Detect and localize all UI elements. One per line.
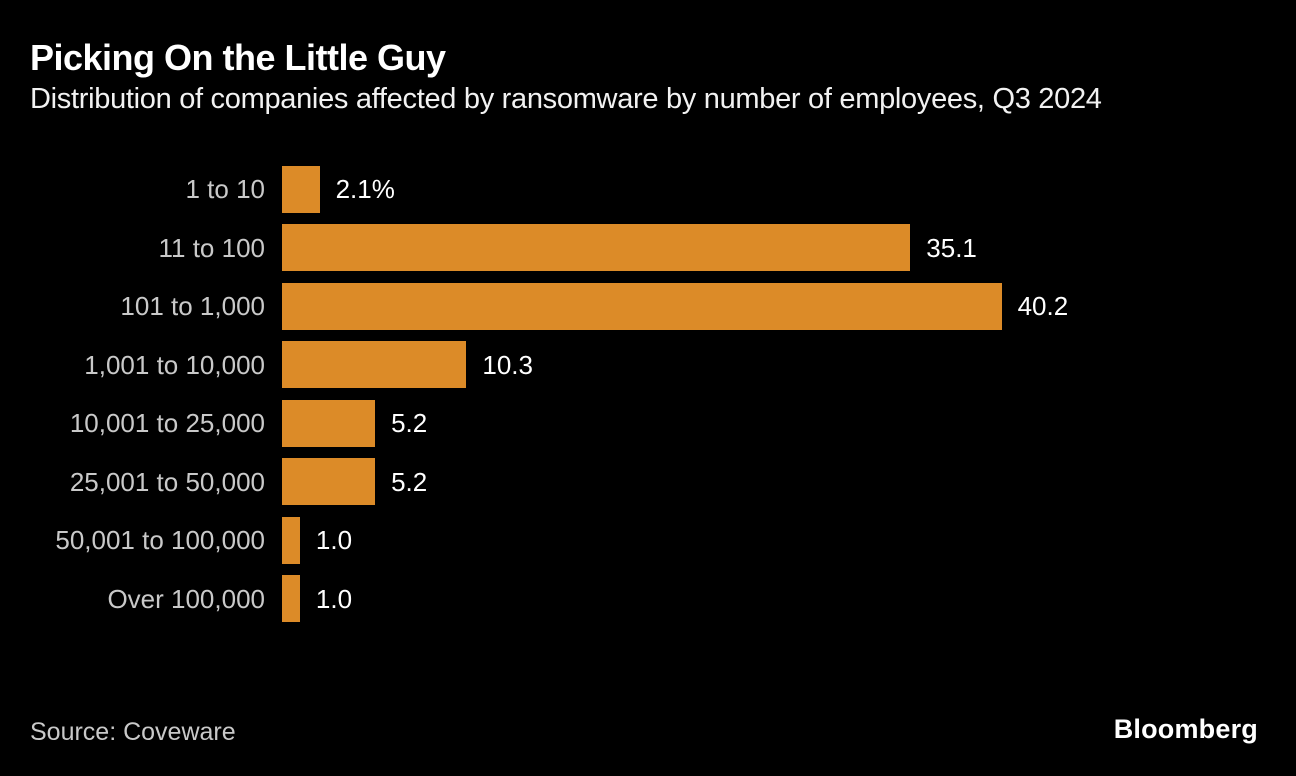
chart-subtitle: Distribution of companies affected by ra…: [30, 83, 1102, 115]
chart-row: 25,001 to 50,000 5.2: [0, 453, 1296, 512]
chart-row: 11 to 100 35.1: [0, 219, 1296, 278]
value-label: 40.2: [1017, 291, 1069, 322]
value-label: 5.2: [391, 466, 428, 497]
bloomberg-logo: Bloomberg: [1113, 714, 1258, 744]
chart-row: 10,001 to 25,000 5.2: [0, 394, 1296, 453]
category-label: 10,001 to 25,000: [69, 408, 265, 439]
bar: [282, 224, 911, 272]
category-label: 1,001 to 10,000: [84, 349, 265, 380]
chart-row: 1,001 to 10,000 10.3: [0, 336, 1296, 395]
category-label: 1 to 10: [185, 174, 265, 205]
source-note: Source: Coveware: [30, 718, 236, 746]
bar: [282, 575, 300, 623]
category-label: 50,001 to 100,000: [55, 525, 265, 556]
bar: [282, 165, 320, 213]
chart-row: 1 to 10 2.1%: [0, 160, 1296, 219]
value-label: 2.1%: [335, 174, 395, 205]
value-label: 35.1: [926, 232, 977, 263]
chart-row: Over 100,000 1.0: [0, 570, 1296, 629]
bar: [282, 282, 1002, 330]
bar: [282, 399, 376, 447]
bar: [282, 341, 467, 389]
value-label: 1.0: [315, 525, 353, 556]
value-label: 5.2: [391, 408, 428, 439]
category-label: 101 to 1,000: [120, 291, 265, 322]
category-label: Over 100,000: [107, 583, 265, 614]
category-label: 11 to 100: [158, 232, 265, 263]
chart-row: 50,001 to 100,000 1.0: [0, 511, 1296, 570]
bar-chart-plot-area: 1 to 10 2.1% 11 to 100 35.1 101 to 1,000 40.2…: [0, 160, 1296, 628]
chart-row: 101 to 1,000 40.2: [0, 277, 1296, 336]
value-label: 1.0: [315, 583, 353, 614]
category-label: 25,001 to 50,000: [69, 466, 265, 497]
value-label: 10.3: [482, 349, 533, 380]
bar: [282, 458, 376, 506]
bar: [282, 516, 300, 564]
chart-title: Picking On the Little Guy: [30, 37, 446, 78]
